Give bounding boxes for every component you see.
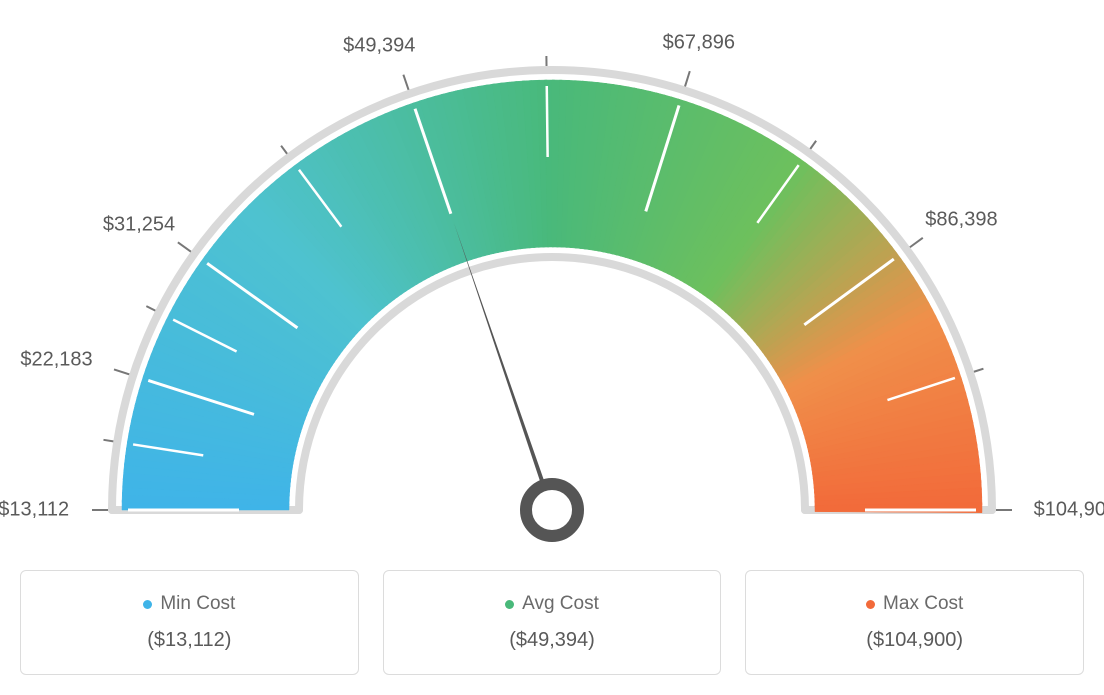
legend-dot-max (866, 600, 875, 609)
gauge-tick-label: $22,183 (20, 349, 92, 372)
legend-title-max: Max Cost (866, 593, 963, 615)
legend-title-text: Max Cost (883, 593, 963, 615)
legend-dot-min (143, 600, 152, 609)
gauge-tick-label: $104,900 (1034, 499, 1104, 522)
gauge-tick-label: $49,394 (343, 35, 415, 58)
legend-value-min: ($13,112) (31, 629, 348, 652)
gauge-tick-label: $13,112 (0, 499, 69, 522)
legend-row: Min Cost ($13,112) Avg Cost ($49,394) Ma… (20, 570, 1084, 675)
gauge-tick-label: $31,254 (103, 213, 175, 236)
legend-title-text: Min Cost (160, 593, 235, 615)
gauge-tick-label: $86,398 (925, 209, 997, 232)
legend-dot-avg (505, 600, 514, 609)
cost-gauge-container: $13,112$22,183$31,254$49,394$67,896$86,3… (20, 20, 1084, 675)
legend-title-min: Min Cost (143, 593, 235, 615)
legend-value-max: ($104,900) (756, 629, 1073, 652)
legend-card-max: Max Cost ($104,900) (745, 570, 1084, 675)
legend-title-avg: Avg Cost (505, 593, 599, 615)
gauge-tick-label: $67,896 (663, 31, 735, 54)
gauge-chart: $13,112$22,183$31,254$49,394$67,896$86,3… (20, 20, 1084, 560)
legend-card-avg: Avg Cost ($49,394) (383, 570, 722, 675)
legend-title-text: Avg Cost (522, 593, 599, 615)
legend-card-min: Min Cost ($13,112) (20, 570, 359, 675)
legend-value-avg: ($49,394) (394, 629, 711, 652)
